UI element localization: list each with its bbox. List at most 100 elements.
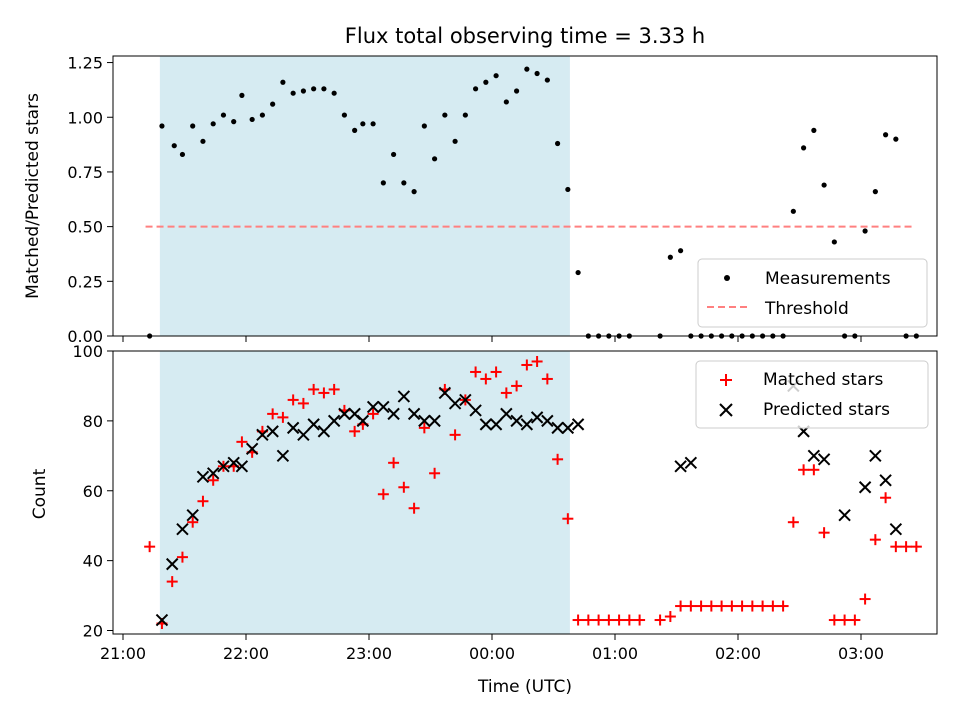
matched-stars-point: [297, 397, 309, 409]
matched-stars-point: [388, 457, 400, 469]
matched-stars-point: [695, 600, 707, 612]
predicted-stars-point: [684, 456, 698, 470]
matched-stars-point: [798, 464, 810, 476]
top-marks: [145, 66, 919, 339]
y-tick-label: 0.25: [67, 272, 103, 291]
legend-threshold-label: Threshold: [764, 299, 849, 319]
measurements-point: [442, 112, 448, 118]
y-tick-label: 1.00: [67, 108, 103, 127]
matched-stars-point: [500, 387, 512, 399]
matched-stars-point: [767, 600, 779, 612]
matched-stars-point: [429, 467, 441, 479]
x-tick-label: 21:00: [100, 644, 146, 663]
predicted-stars-point: [438, 386, 452, 400]
measurements-point: [231, 119, 237, 125]
predicted-stars-point: [217, 460, 230, 473]
predicted-stars-point: [479, 418, 493, 431]
y-tick-label: 60: [83, 482, 103, 501]
predicted-stars-point: [276, 449, 290, 463]
measurements-point: [391, 151, 397, 158]
measurements-point: [259, 112, 265, 118]
matched-stars-point: [736, 600, 748, 612]
matched-stars-point: [634, 614, 646, 626]
matched-stars-point: [828, 614, 840, 626]
matched-stars-point: [726, 600, 738, 612]
matched-stars-point: [900, 541, 912, 553]
bottom-legend-box: [695, 360, 929, 429]
matched-stars-point: [328, 383, 340, 395]
matched-stars-point: [480, 373, 492, 385]
predicted-stars-point: [165, 557, 179, 571]
measurements-point: [179, 151, 186, 158]
measurements-point: [210, 121, 216, 127]
matched-stars-point: [349, 425, 361, 437]
predicted-stars-point: [266, 425, 279, 438]
measurements-point: [483, 79, 489, 85]
measurements-point: [544, 77, 550, 83]
measurements-point: [331, 90, 337, 96]
matched-stars-point: [449, 429, 461, 441]
matched-stars-point: [787, 516, 799, 528]
matched-stars-point: [603, 614, 615, 626]
matched-stars-point: [818, 527, 830, 539]
matched-stars-point: [582, 614, 594, 626]
predicted-stars-point: [520, 418, 534, 431]
measurements-point: [452, 138, 458, 144]
x-tick-label: 02:00: [715, 644, 761, 663]
measurements-point: [190, 123, 196, 129]
matched-stars-point: [705, 600, 717, 612]
measurements-point: [159, 123, 165, 129]
predicted-stars-point: [245, 442, 259, 456]
predicted-stars-point: [366, 400, 380, 414]
measurements-point: [524, 66, 530, 72]
measurements-point: [503, 99, 509, 105]
x-tick-label: 03:00: [838, 644, 884, 663]
predicted-stars-point: [387, 407, 400, 421]
matched-stars-point: [910, 541, 922, 553]
top-axes-frame: [112, 55, 938, 337]
bottom-marks: [144, 355, 922, 630]
measurements-point: [667, 254, 673, 260]
predicted-stars-point: [418, 414, 431, 428]
y-tick-label: 100: [72, 342, 103, 361]
matched-stars-point: [144, 541, 156, 553]
matched-stars-point: [654, 614, 666, 626]
y-tick-label: 1.25: [67, 54, 103, 73]
matched-stars-point: [408, 502, 420, 514]
predicted-stars-point: [510, 414, 523, 428]
x-tick-label: 01:00: [592, 644, 638, 663]
measurements-point: [473, 86, 479, 92]
predicted-stars-point: [356, 414, 370, 428]
predicted-stars-point: [817, 453, 831, 466]
matched-stars-point: [675, 600, 687, 612]
predicted-stars-point: [206, 467, 220, 480]
measurements-point: [893, 136, 899, 142]
measurements-point: [360, 121, 366, 127]
matched-stars-point: [166, 576, 178, 588]
predicted-stars-point: [571, 418, 585, 431]
bottom-shaded-region: [159, 351, 570, 634]
x-axis-label: Time (UTC): [477, 677, 572, 697]
matched-stars-point: [859, 593, 871, 605]
predicted-stars-point: [551, 421, 564, 435]
matched-stars-point: [308, 383, 320, 395]
matched-stars-point: [187, 516, 199, 528]
measurements-point: [555, 140, 561, 147]
matched-stars-point: [511, 380, 523, 392]
predicted-stars-point: [407, 407, 421, 421]
y-tick-label: 80: [83, 412, 103, 431]
y-tick-label: 20: [83, 622, 103, 641]
measurements-point: [311, 86, 317, 92]
matched-stars-point: [890, 541, 902, 553]
measurements-point: [171, 143, 177, 149]
measurements-point: [575, 269, 581, 276]
measurements-point: [831, 239, 837, 245]
predicted-stars-point: [176, 522, 189, 536]
bottom-panel: 20 40 60 80 100 21:00 22:00 23:00 00:00 01:00 02:0…: [30, 342, 938, 697]
measurements-point: [370, 121, 376, 127]
measurements-point: [811, 127, 817, 133]
matched-stars-point: [552, 453, 564, 465]
measurements-point: [352, 127, 358, 133]
predicted-stars-point: [807, 449, 821, 463]
